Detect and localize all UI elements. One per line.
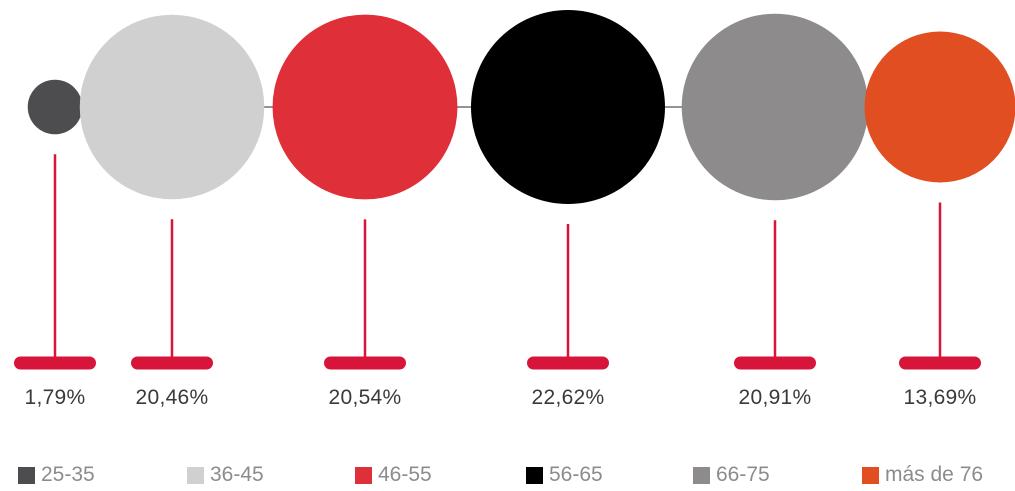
legend-item-mas-de-76: más de 76	[862, 461, 983, 489]
label-bar-mas-de-76	[899, 356, 981, 370]
legend-swatch	[187, 466, 204, 484]
legend-label: 36-45	[210, 463, 264, 486]
label-bar-66-75	[734, 356, 816, 370]
legend-item-36-45: 36-45	[187, 461, 264, 489]
bubble-36-45	[79, 14, 265, 200]
legend-item-66-75: 66-75	[693, 461, 770, 489]
legend-item-25-35: 25-35	[18, 461, 95, 489]
value-label-25-35: 1,79%	[24, 386, 86, 409]
legend-label: 66-75	[716, 463, 770, 486]
value-label-46-55: 20,54%	[328, 386, 402, 409]
legend-item-46-55: 46-55	[355, 461, 432, 489]
legend-swatch	[18, 466, 35, 484]
legend-swatch	[693, 466, 710, 484]
label-bar-46-55	[324, 356, 406, 370]
value-label-mas-de-76: 13,69%	[903, 386, 977, 409]
legend-label: 46-55	[378, 463, 432, 486]
label-bar-36-45	[131, 356, 213, 370]
bubble-25-35	[27, 79, 83, 135]
label-bar-25-35	[14, 356, 96, 370]
bubble-56-65	[471, 10, 665, 204]
value-label-36-45: 20,46%	[135, 386, 209, 409]
legend-swatch	[526, 466, 543, 484]
legend-label: más de 76	[885, 463, 984, 486]
bubble-66-75	[681, 13, 869, 201]
legend-item-56-65: 56-65	[526, 461, 603, 489]
legend-swatch	[862, 466, 879, 484]
value-label-66-75: 20,91%	[738, 386, 812, 409]
stem-layer	[14, 154, 981, 370]
bubble-layer	[27, 10, 1015, 204]
label-bar-56-65	[527, 356, 609, 370]
bubble-46-55	[272, 14, 458, 200]
legend-label: 25-35	[41, 463, 95, 486]
value-label-56-65: 22,62%	[531, 386, 605, 409]
legend-label: 56-65	[549, 463, 603, 486]
bubble-mas-de-76	[864, 31, 1015, 183]
legend-swatch	[355, 466, 372, 484]
